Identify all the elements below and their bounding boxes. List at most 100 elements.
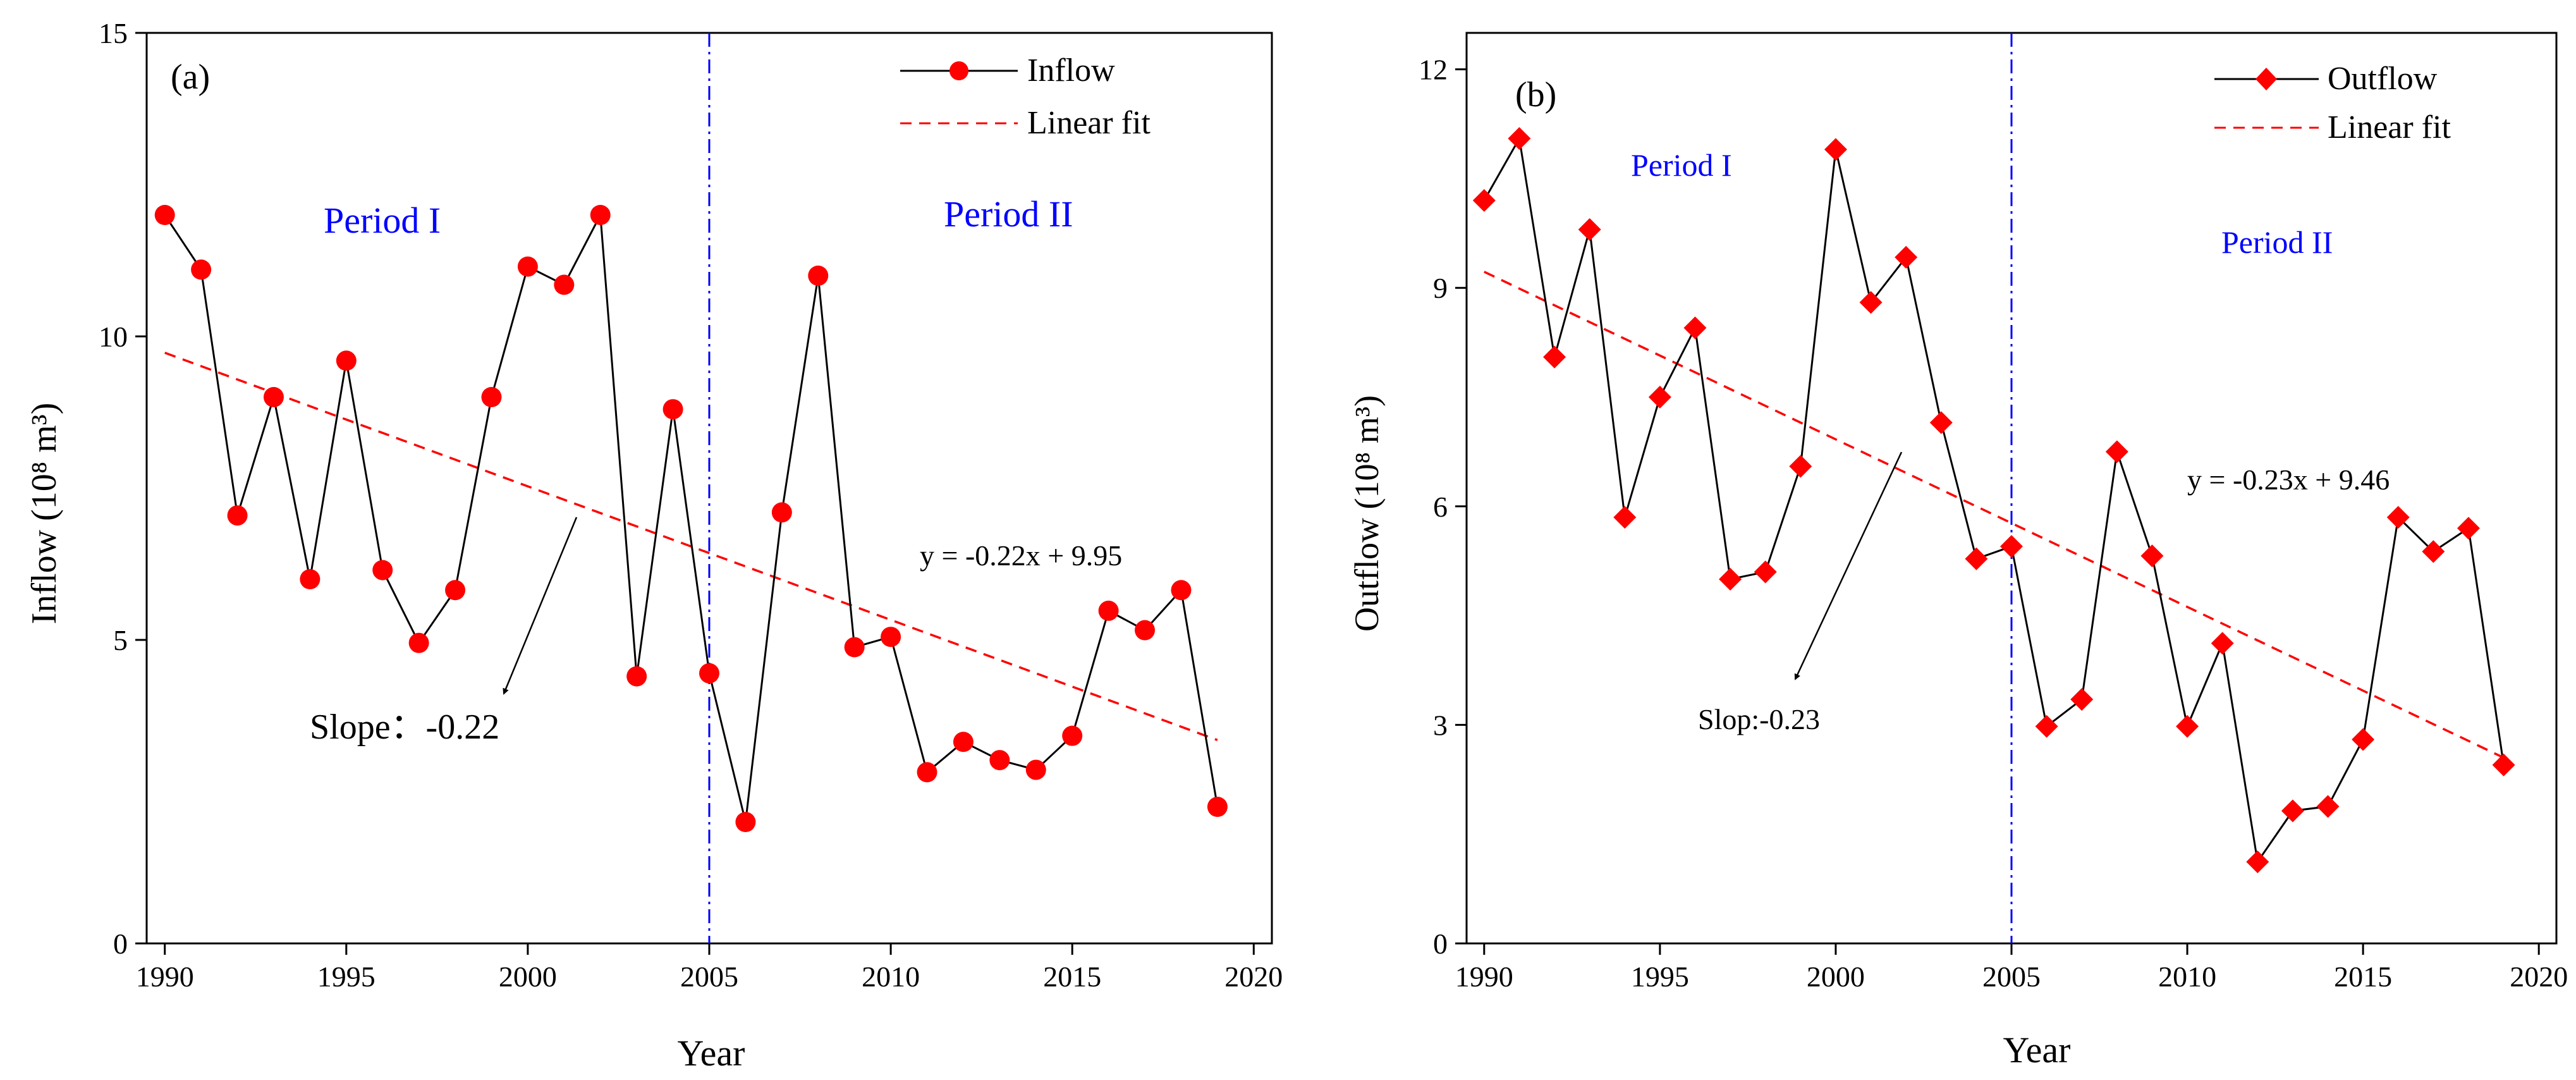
outflow-x-tick-label: 2010: [2158, 960, 2216, 993]
inflow-point-2015: [1062, 725, 1083, 746]
outflow-y-tick-label: 9: [1433, 272, 1448, 304]
outflow-point-2009: [2140, 544, 2164, 568]
inflow-point-1996: [372, 560, 393, 580]
outflow-point-2001: [1859, 291, 1883, 314]
outflow-legend-fit: Linear fit: [2328, 109, 2451, 145]
inflow-x-tick-label: 1995: [317, 960, 375, 993]
outflow-point-1998: [1754, 560, 1777, 584]
outflow-point-2006: [2035, 715, 2058, 738]
outflow-point-2000: [1824, 138, 1847, 161]
outflow-slope-arrow: [1794, 451, 1903, 680]
outflow-x-tick-label: 2000: [1807, 960, 1865, 993]
inflow-point-2000: [517, 256, 538, 277]
inflow-x-axis-title: Year: [678, 1033, 745, 1074]
inflow-point-2007: [771, 502, 792, 523]
inflow-point-1994: [300, 569, 320, 589]
inflow-x-tick-label: 1990: [136, 960, 194, 993]
outflow-y-tick-label: 6: [1433, 491, 1448, 523]
inflow-point-2002: [590, 205, 611, 225]
inflow-point-2017: [1135, 620, 1156, 641]
outflow-point-1997: [1719, 568, 1742, 591]
outflow-point-2004: [1965, 547, 1988, 570]
outflow-point-2010: [2176, 715, 2199, 738]
inflow-legend: Inflow Linear fit: [900, 52, 1151, 141]
inflow-legend-fit: Linear fit: [1027, 105, 1151, 141]
inflow-fit-equation: y = -0.22x + 9.95: [920, 539, 1122, 572]
outflow-y-tick-label: 12: [1419, 54, 1448, 86]
inflow-slope-arrow: [503, 517, 578, 695]
outflow-point-2013: [2281, 799, 2304, 823]
outflow-point-2016: [2386, 506, 2410, 529]
outflow-point-2017: [2422, 540, 2445, 563]
inflow-y-tick-label: 10: [99, 321, 128, 353]
inflow-plot-marks: 1990 1995 2000 2005 2010 2015 2020 0 5 10 15: [99, 17, 1283, 993]
outflow-y-tick-label: 0: [1433, 928, 1448, 960]
outflow-slope-label: Slop:-0.23: [1698, 703, 1820, 735]
outflow-x-tick-label: 2005: [1982, 960, 2041, 993]
inflow-y-tick-label: 15: [99, 17, 128, 49]
outflow-point-1994: [1613, 506, 1637, 529]
outflow-x-tick-label: 1995: [1631, 960, 1689, 993]
inflow-y-tick-label: 5: [113, 624, 128, 656]
outflow-point-2012: [2246, 850, 2269, 873]
inflow-x-tick-label: 2000: [499, 960, 557, 993]
outflow-point-2002: [1895, 245, 1918, 269]
inflow-point-1999: [481, 387, 502, 407]
outflow-point-2008: [2105, 440, 2128, 463]
outflow-period1-label: Period I: [1631, 147, 1732, 183]
inflow-point-2008: [808, 266, 829, 286]
inflow-x-tick-label: 2010: [862, 960, 920, 993]
inflow-point-1995: [336, 350, 357, 371]
outflow-point-1993: [1578, 218, 1601, 242]
inflow-legend-series: Inflow: [1027, 52, 1115, 89]
inflow-point-2014: [1025, 759, 1046, 780]
inflow-panel-label: (a): [171, 58, 210, 97]
inflow-legend-marker: [949, 61, 968, 80]
inflow-point-1991: [191, 259, 212, 280]
outflow-panel: 1990 1995 2000 2005 2010 2015 2020 0 3 6 9 12 (b) P…: [1348, 32, 2568, 1071]
inflow-point-2005: [699, 663, 719, 684]
inflow-point-1990: [154, 205, 175, 225]
outflow-point-1992: [1543, 345, 1566, 369]
outflow-fit-equation: y = -0.23x + 9.46: [2187, 463, 2390, 496]
outflow-x-tick-label: 2015: [2334, 960, 2392, 993]
outflow-point-2014: [2316, 795, 2340, 818]
outflow-point-2011: [2211, 632, 2234, 655]
outflow-x-axis-title: Year: [2003, 1029, 2071, 1071]
outflow-linear-fit-line: [1484, 271, 2505, 759]
outflow-y-axis-title: Outflow (10⁸ m³): [1348, 395, 1386, 632]
inflow-point-2004: [662, 399, 683, 420]
inflow-point-1992: [227, 505, 248, 526]
outflow-point-1990: [1472, 188, 1496, 212]
outflow-point-2007: [2070, 688, 2094, 711]
outflow-period2-label: Period II: [2221, 224, 2333, 260]
inflow-point-1997: [408, 632, 429, 653]
outflow-point-2019: [2492, 753, 2515, 776]
inflow-x-tick-label: 2015: [1043, 960, 1101, 993]
inflow-point-2001: [554, 274, 575, 295]
inflow-point-2012: [953, 732, 974, 752]
outflow-point-1995: [1648, 386, 1671, 408]
outflow-legend: Outflow Linear fit: [2214, 61, 2451, 145]
outflow-point-2005: [2000, 535, 2023, 558]
inflow-slope-label: Slope：-0.22: [310, 708, 499, 747]
outflow-series-line: [1483, 135, 2505, 864]
outflow-x-tick-label: 1990: [1455, 960, 1513, 993]
outflow-legend-marker: [2256, 68, 2277, 90]
inflow-y-axis-title: Inflow (10⁸ m³): [25, 403, 64, 624]
outflow-plot-marks: 1990 1995 2000 2005 2010 2015 2020 0 3 6 9 12: [1419, 32, 2568, 993]
outflow-legend-series: Outflow: [2328, 61, 2438, 97]
inflow-point-2003: [626, 666, 647, 687]
outflow-point-2003: [1929, 411, 1953, 434]
inflow-point-2009: [844, 637, 865, 658]
inflow-point-2013: [989, 750, 1010, 771]
outflow-x-tick-label: 2020: [2510, 960, 2568, 993]
inflow-point-2010: [881, 627, 901, 647]
inflow-y-tick-label: 0: [113, 928, 128, 960]
inflow-point-2016: [1098, 600, 1119, 621]
inflow-point-2011: [917, 762, 937, 783]
inflow-x-tick-label: 2005: [680, 960, 738, 993]
inflow-x-tick-label: 2020: [1224, 960, 1283, 993]
inflow-point-2006: [735, 812, 756, 832]
